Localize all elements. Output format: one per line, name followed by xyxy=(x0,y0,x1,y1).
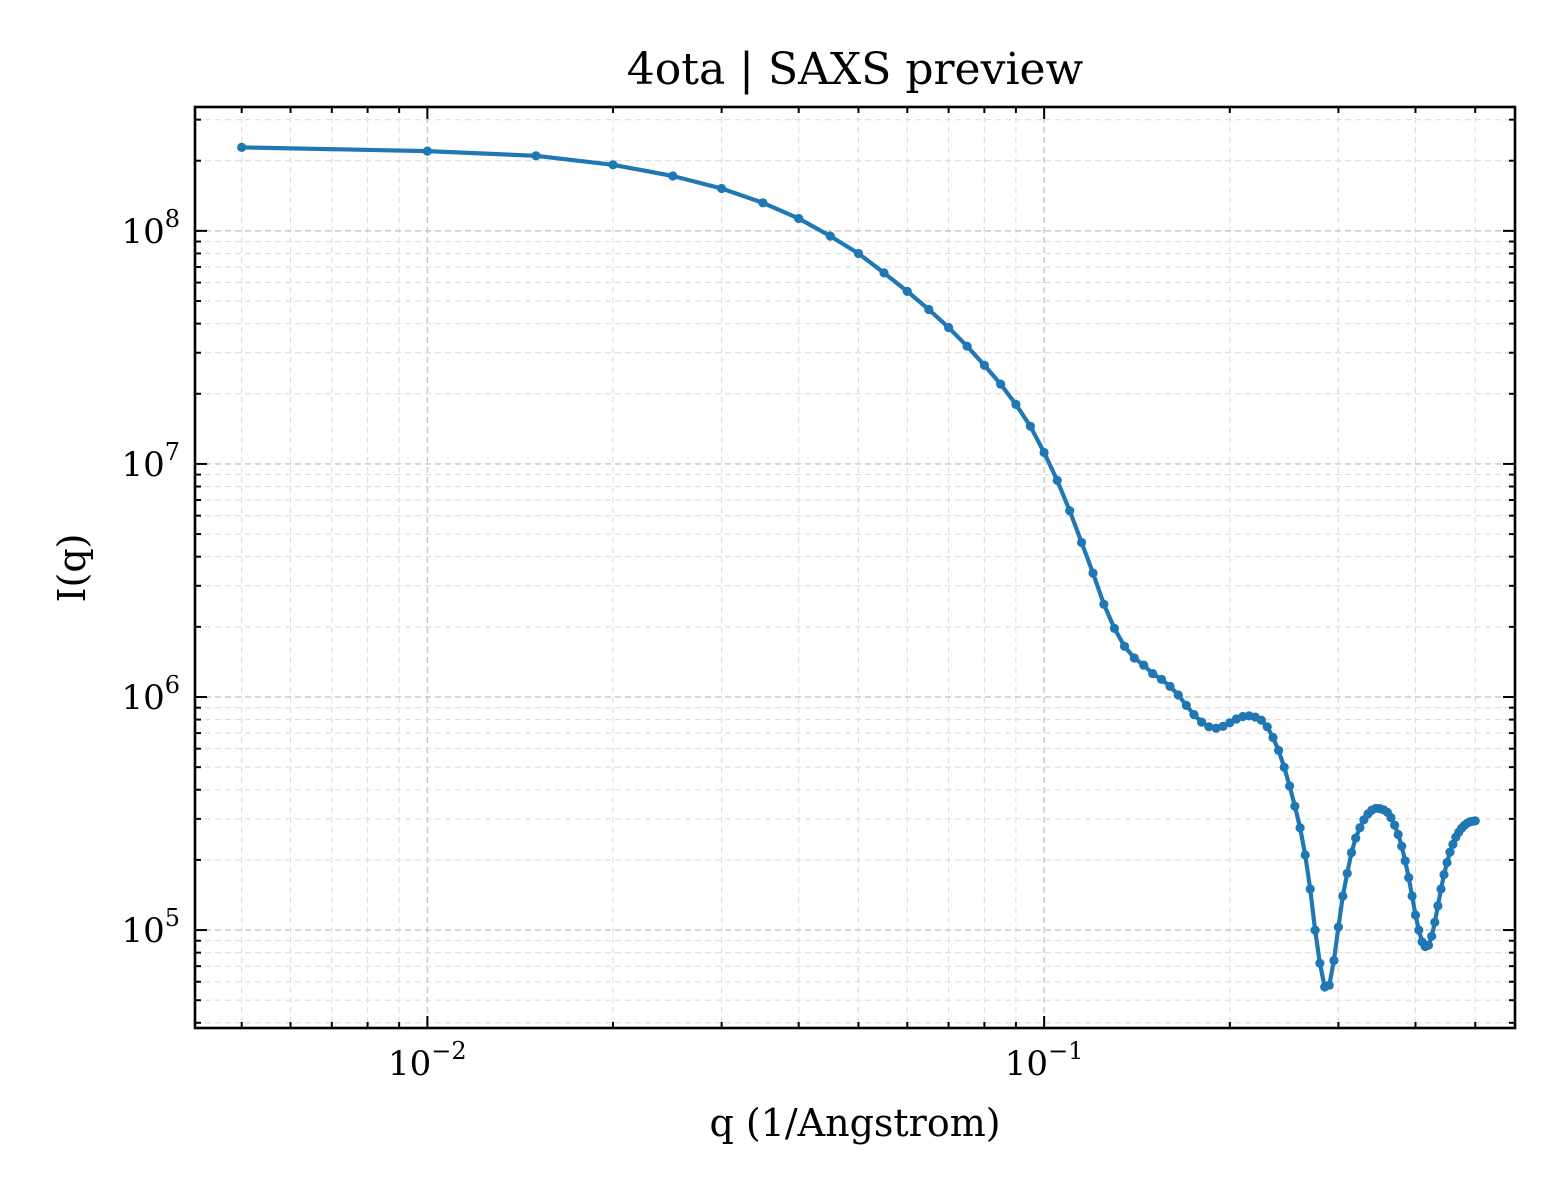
data-point xyxy=(1256,715,1266,725)
data-point xyxy=(794,213,804,224)
data-point xyxy=(1439,870,1449,880)
data-point xyxy=(1268,732,1278,743)
data-point xyxy=(1393,829,1403,840)
data-point xyxy=(1315,958,1325,968)
y-tick-label: 106 xyxy=(121,671,180,718)
data-point xyxy=(1204,722,1214,732)
data-point xyxy=(1279,762,1289,772)
grid xyxy=(195,107,1515,1028)
data-point xyxy=(422,146,432,156)
data-point xyxy=(924,304,934,315)
data-point xyxy=(1065,506,1075,516)
data-point xyxy=(1148,669,1158,679)
y-tick-label: 108 xyxy=(121,205,180,252)
x-tick-label: 10−1 xyxy=(1005,1037,1084,1084)
data-point xyxy=(1414,925,1424,935)
data-point xyxy=(1427,931,1437,941)
data-point xyxy=(1025,421,1035,431)
chart-title: 4ota | SAXS preview xyxy=(627,44,1084,95)
data-point xyxy=(1262,722,1272,732)
data-point xyxy=(902,286,912,296)
data-point xyxy=(825,231,835,241)
data-point xyxy=(1197,717,1207,727)
data-point xyxy=(996,379,1006,389)
data-point xyxy=(1119,641,1130,651)
data-point xyxy=(1470,816,1480,826)
data-point xyxy=(1329,955,1339,966)
data-point xyxy=(717,183,727,194)
data-point xyxy=(758,198,768,208)
data-point xyxy=(1410,910,1421,920)
data-point xyxy=(1430,917,1440,927)
data-point xyxy=(1448,839,1458,850)
data-point xyxy=(1290,801,1300,811)
data-point xyxy=(1310,925,1320,935)
data-point xyxy=(668,171,678,181)
data-point xyxy=(1338,891,1348,901)
data-point xyxy=(1386,812,1396,823)
x-axis-label: q (1/Angstrom) xyxy=(709,1101,1000,1145)
plot-frame xyxy=(193,105,1517,1030)
y-tick-label: 107 xyxy=(121,438,180,485)
y-tick-label: 105 xyxy=(121,904,180,951)
data-point xyxy=(1390,820,1400,830)
data-point xyxy=(531,151,541,161)
data-point xyxy=(1181,700,1191,711)
y-axis-label: I(q) xyxy=(50,534,94,603)
data-point xyxy=(1407,891,1417,901)
data-point xyxy=(1305,884,1315,894)
data-point xyxy=(1346,848,1357,858)
data-point xyxy=(1088,568,1098,578)
data-point xyxy=(944,322,954,333)
data-point xyxy=(1274,745,1284,756)
series-layer xyxy=(237,142,1480,992)
data-point xyxy=(879,268,889,278)
data-point xyxy=(1165,681,1175,692)
data-point xyxy=(1433,901,1443,911)
data-point xyxy=(237,142,247,152)
data-point xyxy=(1052,475,1062,485)
data-point xyxy=(962,341,972,351)
data-point xyxy=(1011,399,1021,409)
data-point xyxy=(1129,653,1139,663)
data-point xyxy=(1189,710,1199,720)
data-point xyxy=(1423,940,1434,950)
data-point xyxy=(1218,721,1228,732)
data-point xyxy=(1156,674,1167,685)
data-point xyxy=(1077,537,1087,548)
data-point xyxy=(1139,660,1149,670)
data-point xyxy=(1173,690,1183,700)
data-point xyxy=(1445,847,1455,857)
data-point xyxy=(1211,723,1221,733)
data-point xyxy=(1397,841,1407,851)
data-point xyxy=(608,160,618,170)
data-point xyxy=(1285,781,1295,791)
data-point xyxy=(1342,868,1352,879)
data-point xyxy=(1099,599,1109,609)
data-point xyxy=(979,360,990,370)
x-tick-label: 10−2 xyxy=(388,1037,467,1084)
data-point xyxy=(1333,922,1343,932)
axis-ticks xyxy=(195,107,1515,1028)
data-point xyxy=(1355,823,1365,833)
data-point xyxy=(1109,623,1119,634)
data-point xyxy=(1351,833,1361,843)
data-point xyxy=(1300,850,1310,860)
data-point xyxy=(1400,856,1410,866)
data-point xyxy=(1295,823,1305,833)
data-point xyxy=(1039,447,1049,458)
data-point xyxy=(1436,884,1446,894)
data-point xyxy=(853,248,864,259)
data-point xyxy=(1324,980,1334,990)
data-point xyxy=(1404,873,1414,883)
data-point xyxy=(1442,857,1452,868)
